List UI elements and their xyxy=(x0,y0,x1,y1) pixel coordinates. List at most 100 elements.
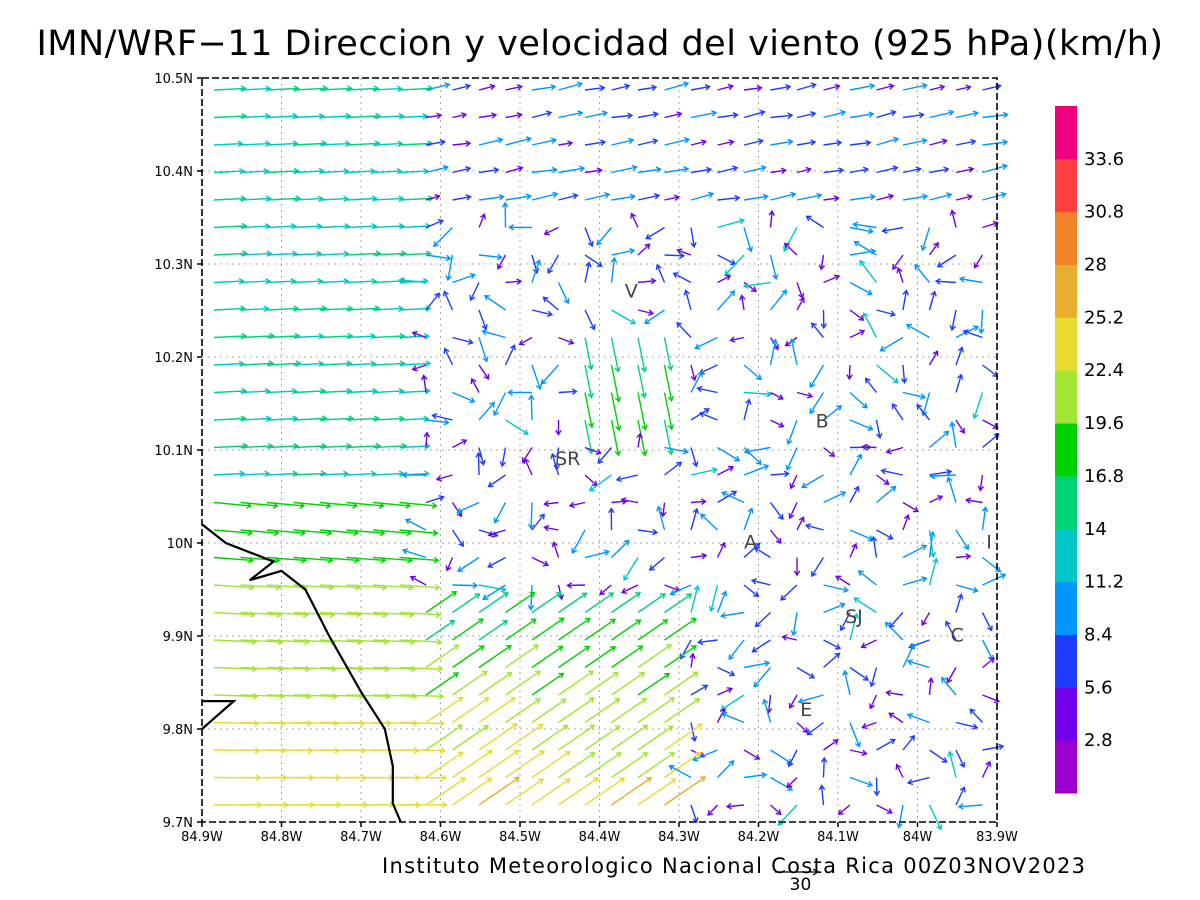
wind-arrow-head xyxy=(683,289,690,296)
wind-arrow xyxy=(505,591,536,614)
wind-arrow-shaft xyxy=(372,142,403,146)
wind-arrow-shaft xyxy=(716,290,735,311)
wind-arrow-shaft xyxy=(946,667,957,683)
wind-arrow-shaft xyxy=(974,254,984,268)
wind-arrow-shaft xyxy=(293,197,323,201)
wind-arrow xyxy=(962,329,983,339)
wind-arrow-head xyxy=(579,165,586,173)
wind-arrow-head xyxy=(546,310,554,318)
wind-arrow-head xyxy=(655,263,662,271)
wind-arrow xyxy=(849,111,875,119)
wind-arrow xyxy=(955,346,964,366)
wind-arrow-shaft xyxy=(346,529,385,534)
colorbar-segment xyxy=(1055,581,1077,635)
wind-arrow-shaft xyxy=(213,362,244,366)
wind-arrow-head xyxy=(810,111,817,118)
wind-arrow-shaft xyxy=(425,419,449,424)
wind-arrow-shaft xyxy=(664,196,680,201)
wind-arrow xyxy=(955,749,966,769)
wind-arrow-shaft xyxy=(213,280,244,284)
wind-arrow xyxy=(981,506,989,531)
wind-arrow-shaft xyxy=(862,446,877,449)
wind-arrow-shaft xyxy=(955,140,976,146)
wind-arrow-head xyxy=(864,377,871,384)
wind-arrow xyxy=(425,724,464,751)
wind-arrow-head xyxy=(756,84,763,92)
wind-arrow-head xyxy=(755,374,762,381)
wind-arrow xyxy=(823,639,842,650)
wind-arrow-head xyxy=(930,290,937,297)
wind-arrow-shaft xyxy=(611,139,634,146)
wind-arrow-shaft xyxy=(789,694,798,709)
wind-arrow-head xyxy=(465,166,472,173)
wind-arrow xyxy=(811,322,825,338)
wind-arrow-head xyxy=(571,388,578,395)
wind-arrow xyxy=(558,388,578,395)
wind-arrow-head xyxy=(836,405,843,411)
wind-arrow-head xyxy=(608,592,615,598)
wind-arrow-shaft xyxy=(743,166,766,174)
wind-arrow-head xyxy=(562,724,569,731)
wind-arrow-shaft xyxy=(558,697,595,724)
wind-arrow-shaft xyxy=(930,474,957,477)
wind-arrow xyxy=(921,612,931,627)
wind-arrow-shaft xyxy=(346,225,377,229)
wind-arrow xyxy=(457,556,480,572)
wind-arrow-head xyxy=(753,591,760,598)
wind-arrow-shaft xyxy=(697,387,718,394)
wind-arrow-head xyxy=(896,267,903,274)
wind-arrow xyxy=(805,215,824,229)
wind-arrow xyxy=(769,502,784,521)
wind-arrow xyxy=(663,337,674,372)
wind-arrow xyxy=(823,602,846,614)
wind-arrow-shaft xyxy=(981,507,987,531)
wind-arrow xyxy=(346,360,377,368)
wind-arrow xyxy=(505,778,545,806)
wind-arrow-shaft xyxy=(266,501,305,507)
wind-arrow-shaft xyxy=(478,697,516,724)
wind-arrow-shaft xyxy=(637,113,658,119)
wind-arrow-shaft xyxy=(861,639,877,648)
wind-arrow-shaft xyxy=(664,645,697,669)
wind-arrow-shaft xyxy=(980,309,984,333)
wind-arrow xyxy=(547,254,560,274)
wind-arrow-shaft xyxy=(544,226,559,235)
wind-arrow xyxy=(823,167,845,174)
wind-arrow xyxy=(849,391,868,409)
wind-arrow xyxy=(611,309,637,325)
wind-arrow xyxy=(743,390,773,398)
coastline xyxy=(201,523,402,823)
wind-arrow-head xyxy=(648,564,655,571)
wind-arrow-shaft xyxy=(240,529,279,534)
wind-arrow-head xyxy=(940,676,947,683)
wind-arrow xyxy=(399,168,430,175)
wind-arrow xyxy=(876,136,900,146)
reference-vector-label: 30 xyxy=(790,875,812,895)
wind-arrow xyxy=(823,195,840,202)
wind-arrow-shaft xyxy=(399,694,444,698)
wind-arrow-head xyxy=(600,139,607,146)
wind-arrow xyxy=(584,192,611,201)
wind-arrow-shaft xyxy=(266,390,297,394)
wind-arrow-shaft xyxy=(728,639,745,660)
wind-arrow-head xyxy=(711,110,718,117)
wind-arrow-head xyxy=(612,671,619,678)
wind-arrow-shaft xyxy=(319,197,348,201)
wind-arrow xyxy=(505,723,544,751)
wind-arrow-head xyxy=(869,703,875,710)
wind-arrow xyxy=(240,277,271,285)
wind-arrow-head xyxy=(457,751,464,758)
wind-arrow-head xyxy=(905,323,912,330)
wind-arrow-head xyxy=(527,604,535,611)
wind-arrow-shaft xyxy=(876,84,894,91)
wind-arrow xyxy=(404,518,427,531)
grid-lines xyxy=(202,78,997,822)
wind-arrow-head xyxy=(587,422,595,429)
wind-arrow-head xyxy=(290,278,297,285)
wind-arrow-shaft xyxy=(399,87,433,91)
wind-arrow xyxy=(982,83,1002,91)
wind-arrow xyxy=(558,777,599,806)
wind-arrow-shaft xyxy=(849,226,873,233)
wind-arrow xyxy=(372,85,403,93)
wind-arrow xyxy=(770,84,792,91)
